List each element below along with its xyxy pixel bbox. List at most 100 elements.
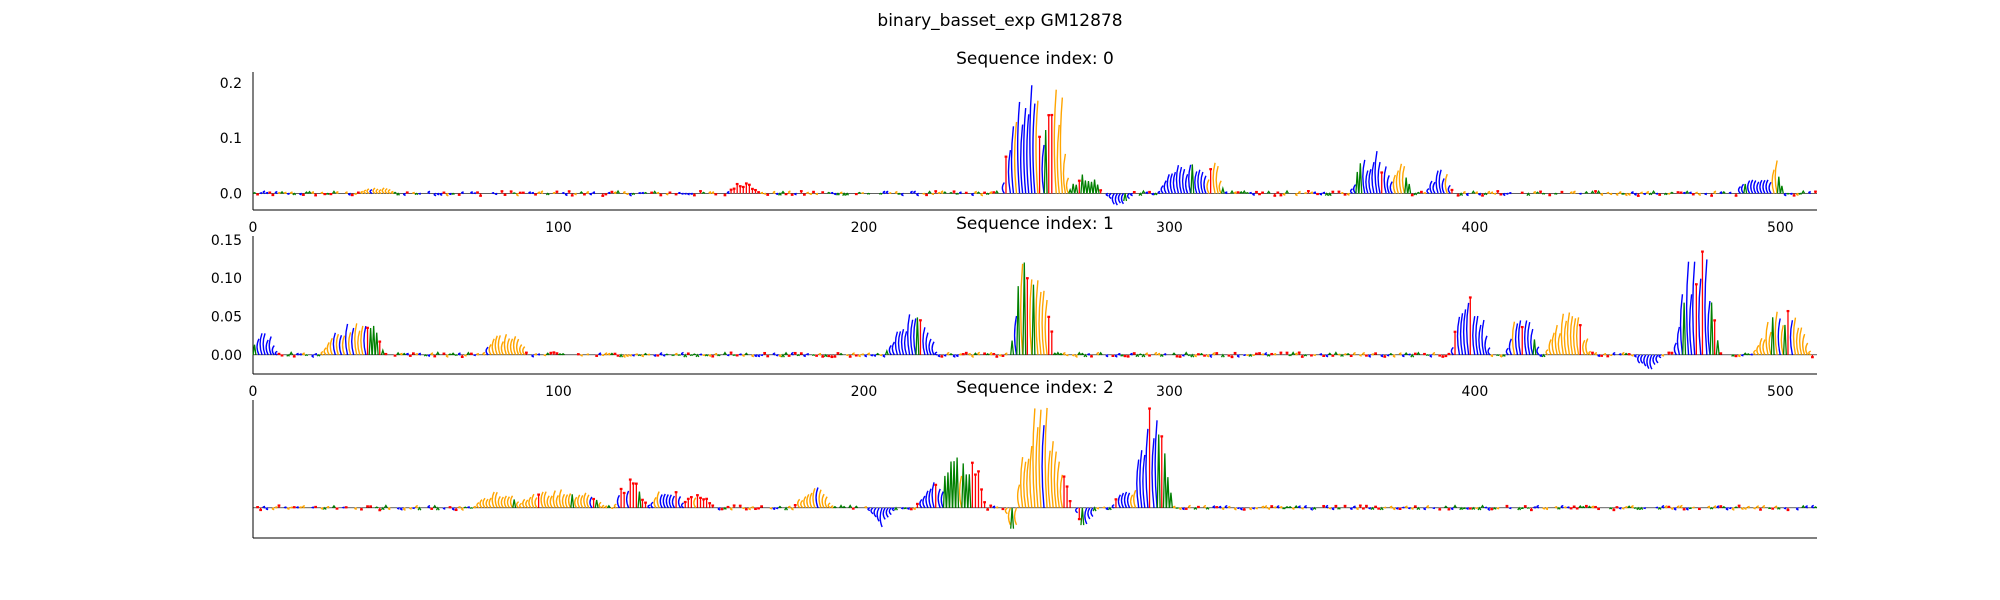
logo-mark-G — [607, 352, 611, 356]
logo-mark-C — [494, 192, 498, 196]
logo-mark-C — [1777, 318, 1781, 355]
logo-mark-G — [1401, 166, 1406, 194]
logo-mark-G — [412, 191, 415, 195]
logo-mark-A — [1288, 354, 1292, 357]
logo-mark-C — [833, 192, 837, 196]
logo-mark-C — [1682, 191, 1686, 195]
logo-mark-C — [1123, 491, 1128, 509]
logo-mark-G — [574, 496, 578, 509]
logo-mark-C — [793, 192, 797, 196]
logo-mark-C — [775, 192, 779, 196]
logo-mark-C — [406, 352, 409, 356]
logo-mark-C — [1456, 316, 1461, 355]
logo-mark-C — [1264, 352, 1268, 356]
logo-mark-G — [1499, 354, 1503, 358]
logo-mark-A — [1159, 353, 1164, 357]
logo-mark-G — [311, 191, 315, 195]
logo-mark-C — [1001, 182, 1005, 194]
logo-mark-G — [1743, 507, 1747, 510]
logo-mark-C — [1661, 505, 1665, 509]
logo-mark-C — [1209, 354, 1213, 358]
logo-mark-G — [1618, 191, 1622, 195]
logo-mark-G — [1227, 505, 1231, 509]
logo-mark-A — [454, 354, 458, 357]
logo-mark-G — [564, 494, 569, 509]
logo-mark-C — [1200, 171, 1204, 194]
logo-mark-G — [839, 191, 843, 195]
logo-mark-C — [925, 332, 929, 356]
logo-mark-G — [1212, 352, 1216, 356]
logo-mark-C — [473, 192, 476, 195]
logo-mark-C — [265, 507, 269, 511]
logo-mark-A — [781, 353, 785, 358]
logo-mark-G — [1624, 192, 1628, 197]
logo-mark-C — [1725, 507, 1729, 511]
logo-mark-G — [1707, 505, 1711, 509]
logo-marks — [252, 85, 1817, 206]
logo-mark-C — [1429, 180, 1433, 194]
logo-mark-G — [656, 191, 660, 195]
logo-mark-C — [1533, 506, 1536, 509]
logo-mark-G — [528, 496, 532, 509]
logo-mark-C — [913, 318, 917, 355]
logo-mark-C — [867, 507, 871, 512]
logo-mark-A — [1734, 506, 1738, 509]
x-tick-label: 0 — [249, 384, 258, 400]
logo-mark-C — [906, 507, 910, 510]
logo-mark-C — [1319, 353, 1323, 356]
logo-mark-C — [1371, 161, 1375, 194]
logo-mark-A — [781, 190, 785, 194]
logo-mark-A — [1175, 507, 1179, 510]
logo-mark-G — [1133, 489, 1137, 509]
logo-mark-A — [1172, 352, 1176, 356]
logo-mark-G — [1808, 350, 1812, 356]
logo-mark-A — [1480, 504, 1485, 509]
logo-mark-G — [1074, 354, 1078, 358]
logo-mark-G — [299, 506, 302, 509]
logo-mark-G — [1404, 505, 1408, 509]
logo-mark-G — [1218, 180, 1222, 194]
logo-mark-G — [1490, 191, 1494, 195]
logo-mark-G — [1609, 354, 1613, 357]
logo-mark-A — [616, 189, 620, 194]
logo-mark-G — [1261, 353, 1265, 356]
logo-mark-G — [1294, 352, 1298, 356]
logo-mark-C — [598, 352, 602, 356]
logo-mark-G — [1279, 505, 1283, 509]
logo-mark-G — [977, 351, 981, 356]
logo-mark-A — [692, 353, 697, 356]
logo-mark-C — [900, 507, 904, 510]
logo-mark-G — [806, 191, 809, 195]
panel-title: Sequence index: 2 — [956, 378, 1114, 398]
logo-mark-C — [1481, 319, 1485, 355]
logo-mark-G — [482, 497, 486, 509]
logo-mark-C — [659, 494, 663, 509]
logo-mark-C — [1527, 321, 1531, 355]
logo-mark-C — [1655, 192, 1659, 195]
logo-mark-G — [497, 495, 501, 509]
logo-mark-C — [677, 496, 682, 509]
logo-mark-C — [1108, 192, 1112, 200]
logo-mark-A — [677, 354, 681, 357]
x-tick-label: 200 — [851, 220, 878, 236]
logo-mark-G — [347, 332, 352, 356]
logo-mark-A — [866, 192, 871, 195]
logo-mark-A — [665, 353, 669, 356]
logo-mark-A — [1083, 180, 1088, 194]
logo-mark-A — [784, 506, 788, 511]
logo-mark-G — [344, 191, 348, 195]
logo-mark-C — [772, 507, 776, 511]
logo-mark-G — [1805, 342, 1809, 356]
logo-mark-C — [1020, 124, 1024, 194]
logo-mark-C — [1795, 507, 1799, 511]
logo-mark-G — [540, 190, 544, 195]
logo-mark-A — [1074, 184, 1079, 194]
logo-mark-G — [360, 325, 364, 356]
logo-mark-C — [1236, 507, 1240, 510]
logo-mark-C — [262, 333, 266, 356]
logo-mark-C — [1105, 507, 1109, 511]
logo-mark-G — [1392, 174, 1396, 194]
logo-mark-G — [931, 192, 935, 196]
logo-mark-G — [1264, 505, 1268, 509]
logo-mark-G — [1065, 354, 1069, 357]
